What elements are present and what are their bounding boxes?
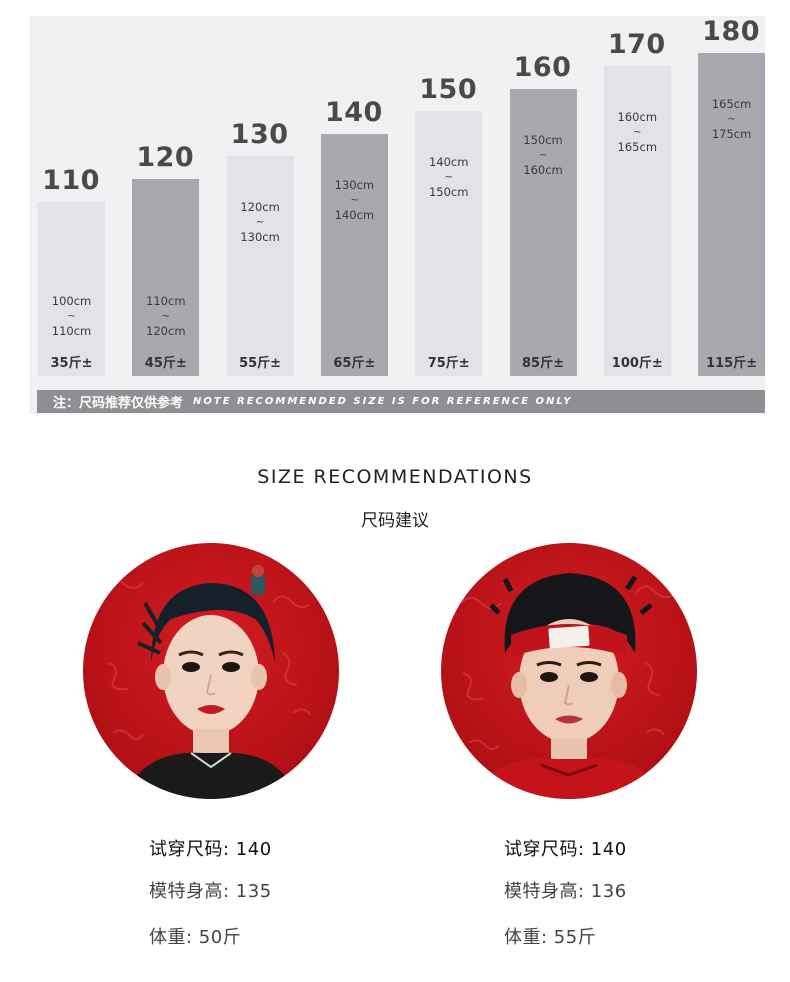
range-max: 130cm	[240, 230, 280, 244]
range-separator: ~	[350, 195, 359, 206]
height-range: 120cm ~130cm	[227, 200, 294, 245]
range-separator: ~	[161, 311, 170, 322]
range-max: 110cm	[51, 324, 92, 338]
size-bar-130: 120cm ~130cm 55斤±	[226, 156, 294, 376]
range-max: 120cm	[146, 324, 186, 338]
range-separator: ~	[255, 217, 265, 228]
size-bar-110: 100cm ~110cm 35斤±	[38, 202, 105, 376]
model-1-weight: 体重: 50斤	[149, 927, 242, 948]
range-min: 130cm	[334, 178, 375, 192]
model-2-weight: 体重: 55斤	[504, 927, 597, 948]
range-separator: ~	[67, 311, 76, 322]
size-label-120: 120	[136, 142, 195, 173]
size-label-110: 110	[42, 165, 100, 196]
range-max: 175cm	[711, 127, 752, 141]
range-separator: ~	[727, 114, 736, 125]
weight-label: 100斤±	[611, 356, 663, 371]
height-range: 130cm ~140cm	[321, 178, 388, 223]
size-bar-180: 165cm ~175cm 115斤±	[698, 53, 766, 376]
height-range: 160cm ~165cm	[604, 110, 671, 155]
range-min: 160cm	[617, 110, 658, 124]
weight-label: 115斤±	[706, 356, 758, 371]
height-range: 140cm ~150cm	[415, 155, 482, 200]
size-label-140: 140	[324, 97, 383, 128]
weight-label: 55斤±	[239, 356, 282, 371]
model-1-tried-size: 试穿尺码: 140	[149, 839, 272, 860]
note-en: NOTE RECOMMENDED SIZE IS FOR REFERENCE O…	[193, 396, 573, 407]
size-bar-140: 130cm ~140cm 65斤±	[320, 134, 388, 376]
weight-label: 45斤±	[144, 356, 187, 371]
size-label-130: 130	[230, 119, 289, 150]
range-separator: ~	[633, 127, 642, 138]
range-max: 160cm	[523, 163, 563, 177]
heading-en: SIZE RECOMMENDATIONS	[257, 466, 533, 488]
weight-label: 75斤±	[427, 356, 470, 371]
range-min: 120cm	[240, 200, 280, 214]
range-min: 150cm	[523, 133, 563, 147]
height-range: 150cm ~160cm	[510, 133, 577, 178]
range-max: 140cm	[334, 208, 375, 222]
model-1-height: 模特身高: 135	[149, 881, 272, 902]
weight-label: 35斤±	[50, 356, 93, 371]
range-max: 165cm	[617, 140, 658, 154]
weight-label: 85斤±	[522, 356, 564, 371]
size-label-160: 160	[513, 52, 572, 83]
model-2-height: 模特身高: 136	[504, 881, 627, 902]
size-bar-120: 110cm ~120cm 45斤±	[132, 179, 200, 376]
model-photo-boy	[441, 543, 697, 799]
range-min: 165cm	[711, 97, 752, 111]
height-range: 165cm ~175cm	[698, 97, 765, 142]
range-max: 150cm	[428, 185, 469, 199]
range-min: 140cm	[428, 155, 469, 169]
size-label-150: 150	[419, 74, 478, 105]
range-min: 100cm	[51, 294, 92, 308]
range-min: 110cm	[146, 294, 186, 308]
model-2-tried-size: 试穿尺码: 140	[504, 839, 627, 860]
size-label-170: 170	[607, 29, 666, 60]
model-photo-girl	[83, 543, 339, 799]
height-range: 110cm ~120cm	[132, 294, 199, 339]
note-cn: 注：尺码推荐仅供参考	[53, 396, 184, 411]
size-chart: 100cm ~110cm 35斤± 110 110cm ~120cm 45斤± 120 120c…	[30, 16, 766, 414]
size-bar-150: 140cm ~150cm 75斤±	[415, 111, 483, 376]
size-label-180: 180	[702, 16, 761, 47]
size-bar-170: 160cm ~165cm 100斤±	[603, 66, 671, 376]
range-separator: ~	[538, 150, 548, 161]
heading-cn: 尺码建议	[361, 511, 429, 531]
height-range: 100cm ~110cm	[38, 294, 105, 339]
size-bar-160: 150cm ~160cm 85斤±	[509, 89, 577, 376]
weight-label: 65斤±	[333, 356, 376, 371]
range-separator: ~	[444, 172, 453, 183]
note-bar: 注：尺码推荐仅供参考 NOTE RECOMMENDED SIZE IS FOR …	[37, 390, 765, 413]
